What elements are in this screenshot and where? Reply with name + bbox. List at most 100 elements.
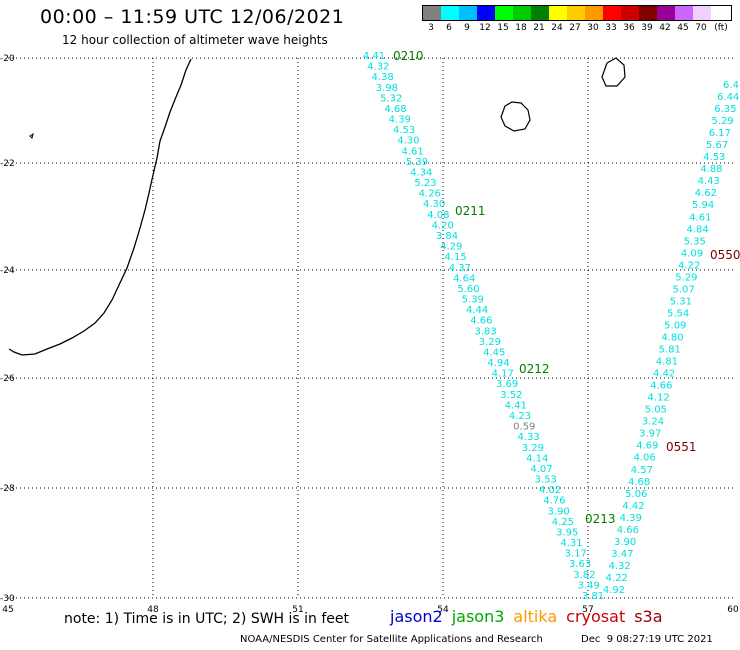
- wave-height-value: 5.31: [670, 296, 692, 307]
- reunion-coastline: [500, 101, 531, 132]
- map-grid: 45 48 51 54 57 60 -20 -22 -24 -26 -28 -30: [0, 54, 739, 615]
- wave-height-value: 4.61: [689, 212, 711, 223]
- wave-height-value: 4.22: [678, 260, 700, 271]
- wave-height-value: 4.81: [656, 357, 678, 368]
- legend-label: 30: [587, 23, 599, 33]
- lat-tick-label: -30: [0, 594, 15, 604]
- legend-label: 6: [446, 23, 452, 33]
- wave-height-value: 4.41: [363, 51, 385, 62]
- wave-height-value: 4.22: [606, 573, 628, 584]
- wave-height-value: 4.37: [449, 263, 471, 274]
- wave-height-value: 3.90: [547, 506, 569, 517]
- mauritius-coastline: [601, 57, 626, 87]
- wave-height-value: 4.17: [492, 369, 514, 380]
- wave-height-value: 5.94: [692, 200, 714, 211]
- wave-height-value: 4.45: [483, 348, 505, 359]
- wave-height-value: 4.66: [650, 381, 672, 392]
- wave-height-value: 4.92: [603, 585, 625, 596]
- legend-swatch: [603, 6, 621, 20]
- wave-height-value: 4.88: [700, 164, 722, 175]
- wave-height-value: 5.39: [462, 295, 484, 306]
- legend-swatch: [441, 6, 459, 20]
- lat-tick-label: -22: [0, 159, 15, 169]
- wave-height-value: 3.97: [639, 429, 661, 440]
- wave-height-value: 5.05: [645, 405, 667, 416]
- wave-height-value: 4.33: [517, 432, 539, 443]
- wave-height-value: 4.30: [397, 136, 419, 147]
- legend-swatch: [567, 6, 585, 20]
- wave-height-value: 4.94: [487, 358, 509, 369]
- legend-label: 42: [659, 23, 671, 33]
- legend-label: 27: [569, 23, 581, 33]
- wave-height-value: 4.08: [427, 210, 449, 221]
- page-subtitle: 12 hour collection of altimeter wave hei…: [62, 33, 328, 47]
- wave-height-value: 4.61: [401, 146, 423, 157]
- wave-height-value: 3.17: [565, 549, 587, 560]
- wave-height-value: 3.29: [479, 337, 501, 348]
- pass-time-label: 0212: [519, 362, 550, 376]
- wave-height-value: 4.14: [526, 453, 548, 464]
- wave-height-value: 4.76: [543, 496, 565, 507]
- credit-line: NOAA/NESDIS Center for Satellite Applica…: [240, 634, 543, 645]
- satellite-tracks: 4.414.324.383.985.324.684.394.534.304.61…: [363, 49, 740, 602]
- wave-height-value: 4.53: [393, 125, 415, 136]
- wave-height-value: 3.82: [573, 570, 595, 581]
- wave-height-value: 3.24: [642, 417, 664, 428]
- legend-label: 70: [695, 23, 707, 33]
- wave-height-value: 4.32: [608, 561, 630, 572]
- legend-swatch: [621, 6, 639, 20]
- pass-time-label: 0210: [393, 49, 424, 63]
- madagascar-coastline: [8, 58, 192, 356]
- legend-swatches: [422, 5, 732, 21]
- wave-height-value: 4.06: [633, 453, 655, 464]
- wave-height-value: 3.52: [500, 390, 522, 401]
- legend-label: 15: [497, 23, 509, 33]
- wave-height-value: 4.42: [622, 501, 644, 512]
- wave-height-value: 4.31: [560, 538, 582, 549]
- lon-tick-label: 51: [292, 605, 303, 615]
- wave-height-value: 6.35: [714, 104, 736, 115]
- wave-height-legend: 3 6 9 12 15 18 21 24 27 30 33 36 39 42 45 70 (ft): [422, 5, 732, 33]
- wave-height-value: 3.95: [556, 528, 578, 539]
- footnote: note: 1) Time is in UTC; 2) SWH is in fe…: [64, 611, 350, 627]
- wave-height-value: 3.81: [582, 591, 604, 602]
- wave-height-value: 5.35: [684, 236, 706, 247]
- wave-height-value: 4.39: [620, 513, 642, 524]
- wave-height-value: 0.59: [513, 422, 535, 433]
- legend-swatch: [585, 6, 603, 20]
- lat-tick-label: -24: [0, 266, 15, 276]
- wave-height-value: 4.20: [432, 220, 454, 231]
- legend-swatch: [657, 6, 675, 20]
- wave-height-value: 5.29: [675, 272, 697, 283]
- wave-height-value: 4.07: [530, 464, 552, 475]
- wave-height-value: 6.17: [709, 128, 731, 139]
- lon-tick-label: 54: [437, 605, 449, 615]
- wave-height-value: 5.09: [664, 321, 686, 332]
- lon-tick-label: 57: [582, 605, 593, 615]
- legend-swatch: [459, 6, 477, 20]
- mission-legend: jason2 jason3 altika cryosat s3a: [390, 607, 663, 626]
- legend-label: 12: [479, 23, 491, 33]
- legend-swatch: [693, 6, 711, 20]
- wave-height-value: 4.84: [686, 224, 708, 235]
- wave-height-value: 4.80: [661, 333, 683, 344]
- wave-height-value: 4.53: [703, 152, 725, 163]
- wave-height-value: 5.67: [706, 140, 728, 151]
- legend-label: 18: [515, 23, 527, 33]
- legend-swatch: [549, 6, 567, 20]
- wave-height-value: 5.39: [406, 157, 428, 168]
- pass-time-label: 0211: [455, 204, 486, 218]
- legend-swatch: [531, 6, 549, 20]
- wave-height-value: 5.60: [457, 284, 479, 295]
- generated-timestamp: Dec 9 08:27:19 UTC 2021: [581, 634, 713, 645]
- wave-height-value: 3.63: [569, 559, 591, 570]
- legend-label: 3: [428, 23, 434, 33]
- wave-height-value: 4.29: [440, 242, 462, 253]
- legend-label: 21: [533, 23, 545, 33]
- lat-tick-label: -20: [0, 54, 15, 64]
- wave-height-value: 4.30: [423, 199, 445, 210]
- wave-height-value: 5.29: [711, 116, 733, 127]
- wave-height-value: 4.39: [389, 115, 411, 126]
- wave-height-value: 4.32: [367, 62, 389, 73]
